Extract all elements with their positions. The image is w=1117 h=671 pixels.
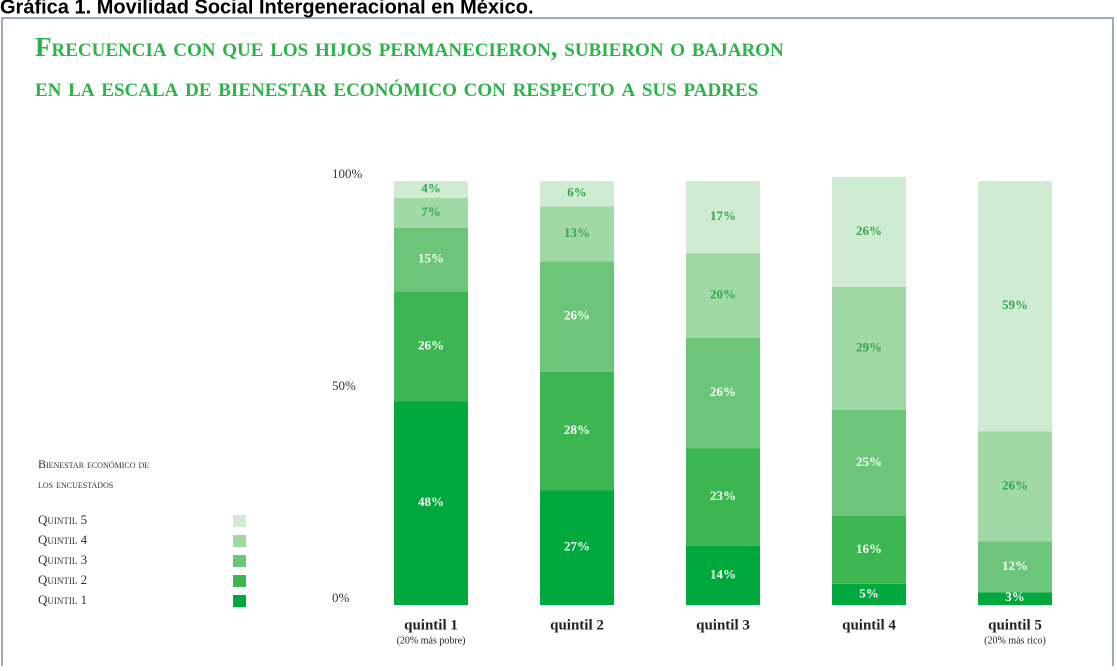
data-label: 17% <box>710 208 736 223</box>
bar-segment <box>978 592 1052 605</box>
legend-swatch <box>233 535 246 547</box>
data-label: 13% <box>564 225 590 240</box>
data-label: 23% <box>710 488 736 503</box>
data-label: 5% <box>859 585 879 600</box>
legend-swatch <box>233 575 246 587</box>
y-tick-label: 100% <box>332 166 363 181</box>
legend-label: Quintil 5 <box>38 512 87 527</box>
legend-swatch <box>233 555 246 567</box>
data-label: 48% <box>418 494 444 509</box>
data-label: 14% <box>710 566 736 581</box>
data-label: 28% <box>564 422 590 437</box>
bar-segment <box>686 253 760 338</box>
bar-segment <box>394 291 468 402</box>
y-tick-label: 50% <box>332 378 356 393</box>
x-tick-label: quintil 3 <box>696 617 750 633</box>
bar-segment <box>686 337 760 449</box>
data-label: 25% <box>856 454 882 469</box>
x-tick-label: quintil 1 <box>404 617 458 633</box>
y-tick-label: 0% <box>332 590 350 605</box>
bar-segment <box>394 227 468 292</box>
data-label: 6% <box>567 185 587 200</box>
chart-title: en la escala de bienestar económico con … <box>35 72 758 102</box>
header: Gráfica 1. Movilidad Social Intergenerac… <box>0 0 534 18</box>
bar-segment <box>978 431 1052 542</box>
bar-segment <box>686 545 760 605</box>
bar-segment <box>832 583 906 605</box>
bar-segment <box>978 541 1052 593</box>
frame <box>1 17 1114 671</box>
data-label: 4% <box>421 180 441 195</box>
data-label: 26% <box>710 384 736 399</box>
data-label: 3% <box>1005 589 1025 604</box>
data-label: 27% <box>564 539 590 554</box>
bar-segment <box>686 181 760 254</box>
legend-swatch <box>233 515 246 527</box>
bar-segment <box>540 261 614 372</box>
legend-title: Bienestar económico de <box>38 457 149 471</box>
data-label: 26% <box>1002 477 1028 492</box>
data-label: 26% <box>856 223 882 238</box>
data-label: 20% <box>710 286 736 301</box>
bar-segment <box>832 515 906 584</box>
bar-segment <box>978 181 1052 432</box>
legend-label: Quintil 2 <box>38 572 87 587</box>
data-label: 7% <box>421 204 441 219</box>
bar-segment <box>540 490 614 605</box>
data-label: 16% <box>856 541 882 556</box>
legend-label: Quintil 4 <box>38 532 88 547</box>
bar-segment <box>540 206 614 262</box>
bar-segment <box>540 181 614 207</box>
data-label: 15% <box>418 250 444 265</box>
bar-segment <box>832 176 906 287</box>
chart-title: Frecuencia con que los hijos permanecier… <box>35 32 784 62</box>
data-label: 26% <box>418 337 444 352</box>
legend-swatch <box>233 595 246 607</box>
x-tick-label: quintil 5 <box>988 617 1042 633</box>
bar-segment <box>394 401 468 605</box>
data-label: 59% <box>1002 297 1028 312</box>
bar-segment <box>686 448 760 546</box>
x-tick-note: (20% más rico) <box>984 635 1046 646</box>
data-label: 29% <box>856 339 882 354</box>
legend-label: Quintil 1 <box>38 592 87 607</box>
legend-title: los encuestados <box>38 477 113 491</box>
data-label: 12% <box>1002 558 1028 573</box>
data-label: 26% <box>564 308 590 323</box>
x-tick-label: quintil 4 <box>842 617 896 633</box>
legend-label: Quintil 3 <box>38 552 87 567</box>
bar-segment <box>832 409 906 516</box>
bar-segment <box>832 287 906 410</box>
bar-segment <box>394 181 468 198</box>
x-tick-label: quintil 2 <box>550 617 604 633</box>
bar-segment <box>394 197 468 228</box>
bar-segment <box>540 371 614 491</box>
x-tick-note: (20% más pobre) <box>397 635 466 646</box>
